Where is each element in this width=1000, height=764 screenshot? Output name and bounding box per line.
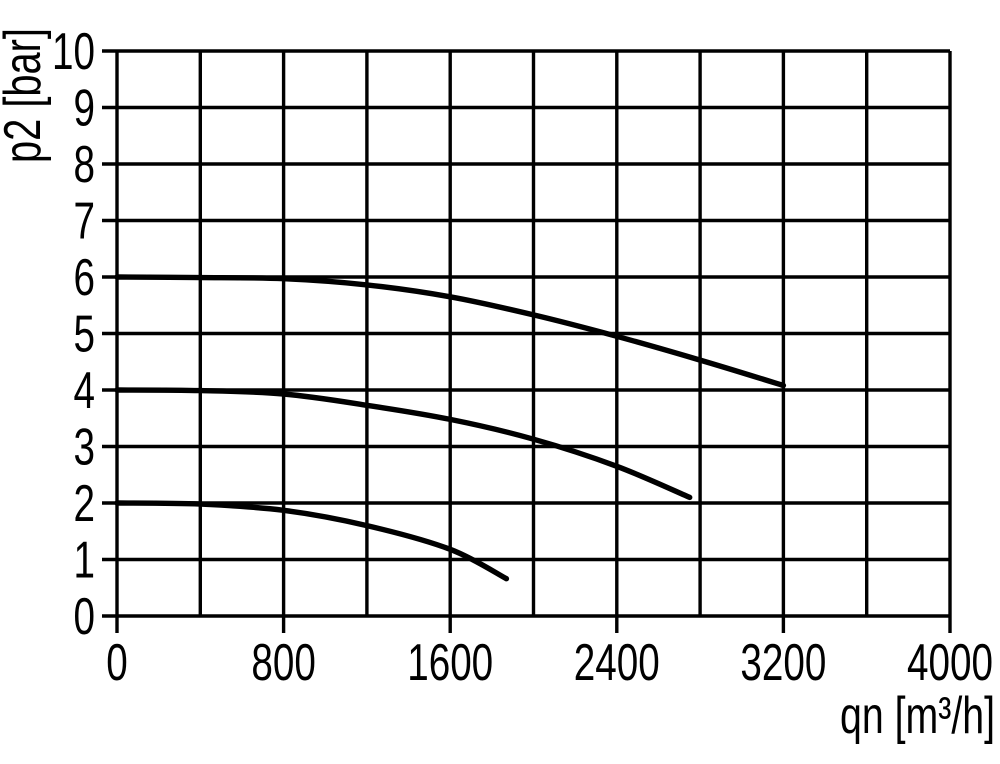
x-tick-label: 2400 bbox=[574, 634, 660, 692]
y-tick-label: 3 bbox=[74, 419, 96, 477]
y-tick-label: 0 bbox=[74, 588, 96, 646]
y-tick-label: 8 bbox=[74, 136, 96, 194]
y-tick-label: 4 bbox=[74, 362, 96, 420]
y-tick-label: 5 bbox=[74, 306, 96, 364]
y-tick-label: 6 bbox=[74, 249, 96, 307]
flow-curve bbox=[114, 274, 787, 389]
x-tick-label: 4000 bbox=[907, 634, 993, 692]
x-tick-label: 3200 bbox=[740, 634, 826, 692]
flow-curves bbox=[114, 274, 787, 582]
x-tick-labels: 0 800 1600 2400 3200 4000 bbox=[106, 634, 993, 692]
x-tick-label: 1600 bbox=[407, 634, 493, 692]
y-tick-label: 1 bbox=[74, 532, 96, 590]
y-tick-label: 10 bbox=[52, 23, 95, 81]
horizontal-gridlines bbox=[102, 49, 950, 618]
y-axis-label: p2 [bar] bbox=[0, 28, 52, 163]
vertical-gridlines bbox=[115, 51, 952, 633]
x-tick-label: 800 bbox=[251, 634, 316, 692]
flow-curve bbox=[114, 500, 510, 582]
flow-curve bbox=[114, 387, 693, 501]
y-tick-label: 2 bbox=[74, 475, 96, 533]
y-tick-label: 9 bbox=[74, 80, 96, 138]
x-axis-label: qn [m³/h] bbox=[840, 687, 995, 745]
y-tick-label: 7 bbox=[74, 193, 96, 251]
x-tick-label: 0 bbox=[106, 634, 128, 692]
